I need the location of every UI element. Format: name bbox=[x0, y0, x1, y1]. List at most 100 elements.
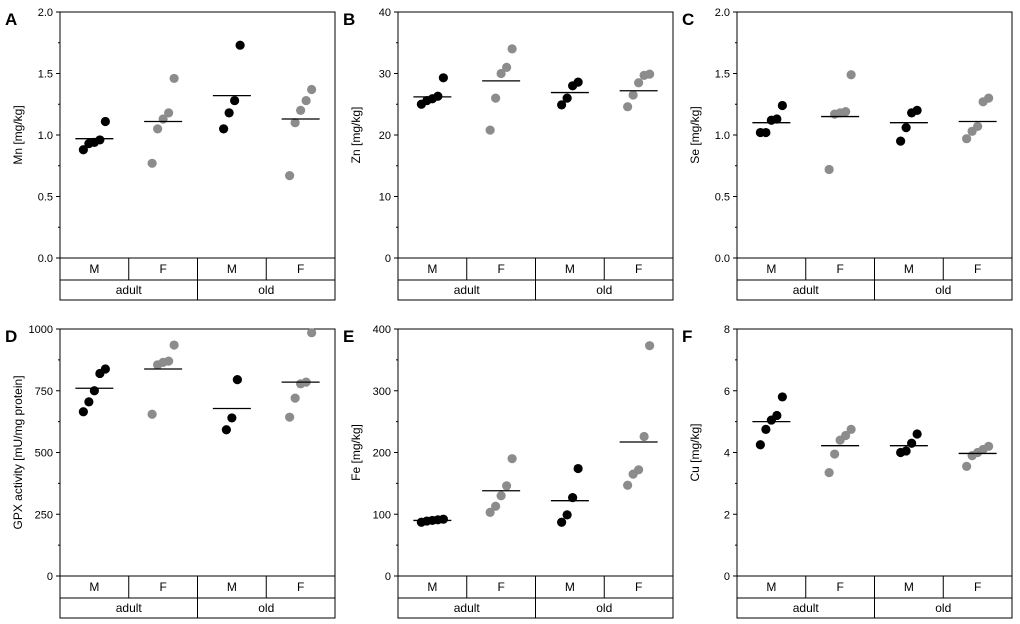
data-point bbox=[846, 424, 856, 434]
y-tick-label: 100 bbox=[373, 509, 391, 521]
data-point bbox=[623, 102, 633, 112]
data-point bbox=[772, 410, 782, 421]
data-point bbox=[221, 425, 231, 435]
y-tick-label: 500 bbox=[35, 448, 53, 460]
y-tick-label: 40 bbox=[379, 7, 391, 19]
category-label: M bbox=[565, 580, 575, 594]
data-point bbox=[169, 340, 179, 350]
y-axis-label: Zn [mg/kg] bbox=[349, 107, 363, 164]
category-label: M bbox=[904, 580, 914, 594]
group-label: old bbox=[596, 283, 612, 297]
y-tick-label: 2.0 bbox=[38, 7, 53, 19]
group-label: adult bbox=[793, 601, 820, 615]
plot-frame bbox=[397, 11, 674, 259]
data-point bbox=[645, 69, 655, 79]
y-tick-label: 0.0 bbox=[38, 253, 53, 265]
y-tick-label: 8 bbox=[724, 324, 730, 336]
panel-letter: D bbox=[5, 327, 17, 346]
category-label: F bbox=[635, 580, 642, 594]
data-point bbox=[307, 328, 317, 338]
data-point bbox=[962, 461, 972, 471]
data-point bbox=[634, 78, 644, 88]
category-label: F bbox=[974, 580, 981, 594]
y-tick-label: 4 bbox=[724, 448, 730, 460]
category-label: M bbox=[766, 262, 776, 276]
category-label: F bbox=[497, 262, 504, 276]
data-point bbox=[296, 105, 306, 115]
data-point bbox=[147, 158, 157, 168]
data-point bbox=[984, 93, 994, 103]
data-point bbox=[557, 100, 567, 110]
y-tick-label: 2 bbox=[724, 509, 730, 521]
data-point bbox=[100, 364, 110, 374]
data-point bbox=[634, 465, 644, 475]
data-point bbox=[846, 70, 856, 80]
data-point bbox=[84, 397, 94, 407]
category-label: M bbox=[89, 262, 99, 276]
data-point bbox=[777, 100, 787, 111]
y-tick-label: 6 bbox=[724, 386, 730, 398]
data-point bbox=[89, 386, 99, 396]
data-point bbox=[438, 73, 448, 83]
category-label: M bbox=[227, 262, 237, 276]
group-label: old bbox=[935, 601, 951, 615]
data-point bbox=[235, 40, 245, 50]
data-point bbox=[984, 441, 994, 451]
category-label: F bbox=[974, 262, 981, 276]
y-tick-label: 1000 bbox=[29, 324, 53, 336]
data-point bbox=[755, 440, 765, 450]
panel-letter: C bbox=[682, 10, 694, 29]
data-point bbox=[307, 84, 317, 95]
data-point bbox=[772, 114, 782, 124]
data-point bbox=[896, 136, 906, 146]
y-tick-label: 200 bbox=[373, 448, 391, 460]
data-point bbox=[777, 392, 787, 402]
group-label: old bbox=[258, 283, 274, 297]
data-point bbox=[841, 430, 851, 441]
category-label: F bbox=[297, 580, 304, 594]
group-label: old bbox=[258, 601, 274, 615]
data-point bbox=[507, 454, 517, 464]
data-point bbox=[645, 341, 655, 351]
y-axis-label: Fe [mg/kg] bbox=[349, 424, 363, 481]
data-point bbox=[496, 491, 506, 501]
y-tick-label: 1.0 bbox=[38, 130, 53, 142]
category-label: F bbox=[159, 580, 166, 594]
data-point bbox=[147, 409, 157, 419]
data-point bbox=[153, 124, 163, 134]
data-point bbox=[78, 145, 88, 155]
category-label: F bbox=[159, 262, 166, 276]
data-point bbox=[438, 514, 448, 524]
y-tick-label: 0 bbox=[724, 571, 730, 583]
data-point bbox=[485, 125, 495, 135]
data-point bbox=[100, 116, 110, 127]
group-label: adult bbox=[116, 601, 143, 615]
data-point bbox=[224, 108, 234, 118]
data-point bbox=[290, 393, 300, 403]
y-tick-label: 0 bbox=[385, 571, 391, 583]
y-tick-label: 0 bbox=[47, 571, 53, 583]
data-point bbox=[824, 164, 834, 175]
y-tick-label: 10 bbox=[379, 192, 391, 204]
panel-letter: E bbox=[343, 327, 354, 346]
panel-d: D 0 250 500 750 1000 GPX activity [mU/mg prote… bbox=[5, 324, 336, 619]
group-label: adult bbox=[454, 283, 481, 297]
y-tick-label: 1.5 bbox=[38, 69, 53, 81]
y-axis-label: GPX activity [mU/mg protein] bbox=[11, 375, 25, 529]
category-label: F bbox=[836, 262, 843, 276]
data-point bbox=[912, 429, 922, 439]
data-point bbox=[219, 124, 229, 134]
category-label: M bbox=[427, 580, 437, 594]
group-label: old bbox=[935, 283, 951, 297]
data-point bbox=[962, 134, 972, 144]
y-tick-label: 1.0 bbox=[715, 130, 730, 142]
data-point bbox=[502, 62, 512, 72]
data-point bbox=[227, 413, 237, 423]
data-point bbox=[628, 90, 638, 100]
group-label: adult bbox=[454, 601, 481, 615]
data-point bbox=[761, 127, 771, 138]
data-point bbox=[232, 375, 242, 385]
